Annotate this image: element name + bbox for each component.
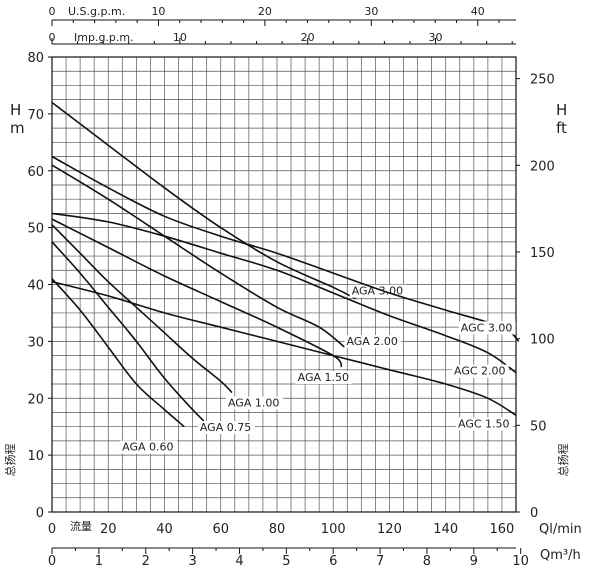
curve-agc-1-50 <box>51 280 517 416</box>
curve-label-bg <box>458 321 516 335</box>
y2-tick-label: 150 <box>530 246 555 261</box>
usgpm-tick-label: 0 <box>49 5 56 18</box>
y-tick-label: 40 <box>27 279 44 294</box>
x-tick-label: 140 <box>433 522 458 537</box>
m3h-tick-label: 3 <box>188 554 196 569</box>
x-tick-label: 160 <box>490 522 515 537</box>
usgpm-axis-label: U.S.g.p.m. <box>68 5 125 18</box>
y-tick-label: 0 <box>36 506 44 521</box>
curve-label-bg <box>225 396 283 410</box>
m3h-tick-label: 1 <box>95 554 103 569</box>
impgpm-tick-label: 30 <box>429 31 443 44</box>
curve-label: AGA 1.50 <box>298 371 349 384</box>
y-tick-label: 70 <box>27 108 44 123</box>
m3h-tick-label: 4 <box>235 554 243 569</box>
usgpm-tick-label: 20 <box>258 5 272 18</box>
y2-tick-label: 200 <box>530 159 555 174</box>
m3h-tick-label: 8 <box>423 554 431 569</box>
curve-label: AGA 2.00 <box>346 335 397 348</box>
y-tick-label: 80 <box>27 51 44 66</box>
y-tick-label: 60 <box>27 165 44 180</box>
m3h-axis-unit: Qm³/h <box>540 548 581 563</box>
curve-aga-2-00 <box>51 164 346 348</box>
curve-label-bg <box>452 364 509 378</box>
m3h-tick-label: 9 <box>470 554 478 569</box>
x-tick-label: 20 <box>100 522 117 537</box>
curve-label-bg <box>456 417 513 431</box>
impgpm-tick-label: 0 <box>49 31 56 44</box>
y-axis-caption-right: 总扬程 <box>556 444 570 477</box>
m3h-tick-label: 5 <box>282 554 290 569</box>
curve-aga-0-75 <box>51 241 205 422</box>
usgpm-tick-label: 10 <box>151 5 165 18</box>
y2-tick-label: 50 <box>530 419 547 434</box>
m3h-tick-label: 6 <box>329 554 337 569</box>
curve-label: AGC 3.00 <box>461 321 513 334</box>
x-tick-label: 60 <box>212 522 229 537</box>
curve-label-bg <box>197 421 255 434</box>
x-tick-label: 100 <box>321 522 346 537</box>
y2-tick-label: 100 <box>530 333 555 348</box>
x-tick-label: 40 <box>156 522 173 537</box>
x-tick-label: 0 <box>48 522 56 537</box>
curve-label: AGC 2.00 <box>454 365 506 378</box>
y-axis-title-right: ft <box>556 119 567 137</box>
y-tick-label: 20 <box>27 392 44 407</box>
curve-aga-3-00 <box>51 101 357 300</box>
x-axis-caption: 流量 <box>70 519 92 533</box>
curve-label: AGA 0.75 <box>200 421 251 434</box>
y-axis-title-right: H <box>556 101 567 119</box>
curve-agc-3-00 <box>51 155 520 343</box>
curve-label-bg <box>120 440 177 454</box>
impgpm-tick-label: 20 <box>301 31 315 44</box>
y2-tick-label: 250 <box>530 73 555 88</box>
m3h-tick-label: 7 <box>376 554 384 569</box>
impgpm-axis-label: Imp.g.p.m. <box>74 31 134 44</box>
y2-tick-label: 0 <box>530 506 538 521</box>
x-tick-label: 80 <box>269 522 286 537</box>
m3h-tick-label: 10 <box>512 554 529 569</box>
m3h-tick-label: 0 <box>48 554 56 569</box>
usgpm-tick-label: 30 <box>364 5 378 18</box>
curve-agc-2-00 <box>51 212 517 374</box>
m3h-tick-label: 2 <box>142 554 150 569</box>
y-tick-label: 50 <box>27 222 44 237</box>
curve-label: AGC 1.50 <box>458 417 510 430</box>
y-axis-caption-left: 总扬程 <box>3 444 17 477</box>
curve-label-bg <box>295 370 353 384</box>
x-axis-unit: Ql/min <box>539 522 582 537</box>
x-tick-label: 120 <box>377 522 402 537</box>
curve-label: AGA 0.60 <box>122 441 173 454</box>
y-axis-title-left: H <box>10 101 21 119</box>
usgpm-tick-label: 40 <box>471 5 485 18</box>
y-tick-label: 10 <box>27 449 44 464</box>
y-axis-title-left: m <box>10 119 25 137</box>
curve-label: AGA 1.00 <box>228 397 279 410</box>
curve-label: AGA 3.00 <box>352 285 403 298</box>
impgpm-tick-label: 10 <box>173 31 187 44</box>
curve-aga-0-60 <box>51 278 185 428</box>
curve-aga-1-00 <box>51 224 233 394</box>
curve-label-bg <box>344 335 402 349</box>
y-tick-label: 30 <box>27 335 44 350</box>
